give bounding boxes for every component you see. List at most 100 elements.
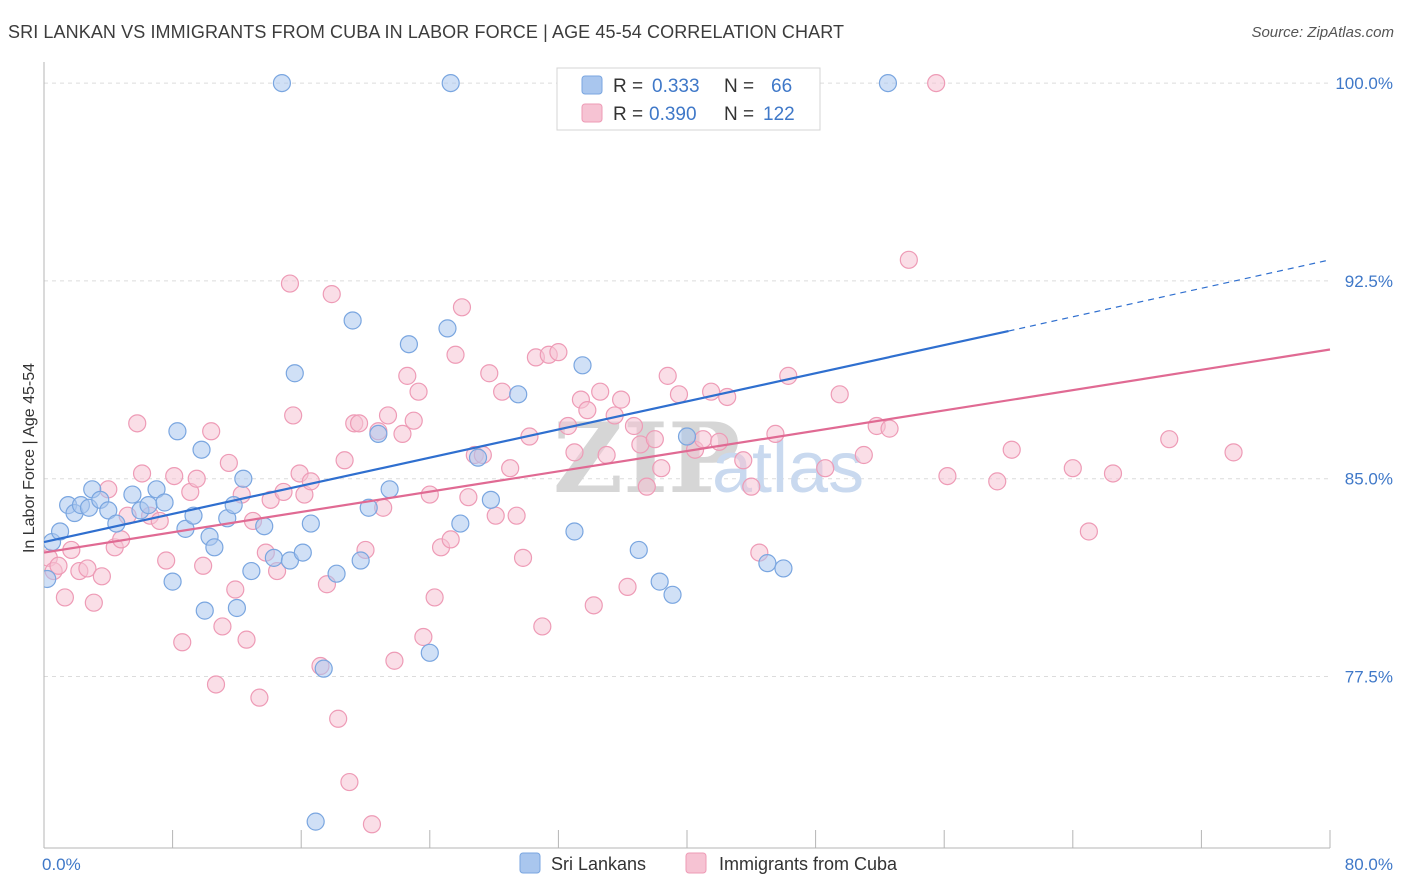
stats-n-label-2: N =	[724, 104, 754, 125]
point-cuba	[1224, 443, 1243, 462]
point-cuba	[816, 459, 835, 478]
point-sri-lankans	[369, 424, 388, 443]
point-cuba	[349, 414, 369, 433]
axes	[43, 62, 1331, 849]
point-cuba	[1002, 440, 1021, 459]
y-tick-label: 77.5%	[1345, 668, 1393, 687]
point-cuba	[250, 688, 269, 707]
point-cuba	[669, 385, 689, 404]
point-cuba	[830, 385, 849, 404]
point-cuba	[637, 477, 656, 496]
point-sri-lankans	[293, 543, 312, 562]
point-cuba	[645, 430, 664, 449]
point-cuba	[420, 485, 439, 504]
stats-r-value-1: 0.333	[652, 76, 700, 97]
point-cuba	[49, 556, 68, 575]
stats-r-value-2: 0.390	[649, 104, 697, 125]
point-sri-lankans	[147, 480, 166, 499]
point-cuba	[480, 364, 499, 383]
point-sri-lankans	[573, 356, 592, 375]
point-cuba	[652, 459, 671, 478]
point-cuba	[378, 406, 398, 425]
point-sri-lankans	[343, 311, 362, 330]
point-sri-lankans	[227, 598, 246, 618]
point-cuba	[597, 445, 616, 465]
stats-n-value-2: 122	[763, 104, 795, 125]
point-cuba	[1103, 464, 1123, 483]
stats-r-label-1: R =	[613, 76, 643, 97]
point-cuba	[459, 488, 478, 507]
chart-source: Source: ZipAtlas.com	[1251, 24, 1394, 41]
point-cuba	[280, 274, 300, 293]
point-cuba	[226, 580, 245, 599]
point-cuba	[362, 815, 382, 834]
point-sri-lankans	[139, 496, 158, 515]
point-cuba	[854, 445, 873, 465]
point-cuba	[880, 419, 899, 438]
point-cuba	[206, 675, 226, 694]
point-cuba	[938, 467, 957, 486]
stats-legend: R = 0.333 N = 66 R = 0.390 N = 122	[556, 67, 821, 131]
point-sri-lankans	[50, 522, 70, 541]
point-cuba	[591, 382, 610, 401]
point-sri-lankans	[192, 440, 211, 459]
point-cuba	[927, 74, 946, 93]
point-cuba	[202, 422, 221, 441]
point-cuba	[988, 472, 1007, 491]
point-cuba	[78, 559, 97, 578]
point-cuba	[213, 617, 232, 636]
legend-label-cuba: Immigrants from Cuba	[719, 854, 898, 874]
point-sri-lankans	[242, 561, 261, 581]
point-cuba	[446, 345, 465, 364]
trend-line-sri-lankans-extension	[1008, 259, 1331, 332]
point-cuba	[409, 382, 428, 401]
point-sri-lankans	[509, 385, 528, 404]
point-sri-lankans	[272, 74, 292, 93]
point-sri-lankans	[629, 540, 648, 560]
point-cuba	[611, 390, 631, 409]
point-sri-lankans	[123, 485, 142, 504]
trend-lines	[43, 259, 1331, 554]
point-sri-lankans	[481, 490, 500, 509]
point-cuba	[578, 401, 597, 420]
point-cuba	[734, 451, 753, 470]
point-cuba	[507, 506, 526, 525]
y-axis-label: In Labor Force | Age 45-54	[21, 363, 38, 553]
point-cuba	[322, 285, 341, 304]
trend-line-cuba	[43, 348, 1331, 554]
point-sri-lankans	[438, 319, 457, 338]
point-cuba	[404, 411, 423, 430]
point-sri-lankans	[327, 564, 346, 583]
point-sri-lankans	[468, 448, 488, 467]
point-cuba	[55, 588, 74, 607]
point-cuba	[132, 464, 152, 483]
chart-title: SRI LANKAN VS IMMIGRANTS FROM CUBA IN LA…	[8, 22, 845, 42]
point-sri-lankans	[301, 514, 320, 533]
point-cuba	[493, 382, 512, 401]
point-cuba	[533, 617, 552, 636]
point-sri-lankans	[677, 427, 697, 446]
point-sri-lankans	[420, 643, 439, 662]
stats-swatch-sri-lankans	[581, 75, 603, 95]
y-tick-label: 92.5%	[1345, 272, 1393, 291]
point-cuba	[742, 477, 761, 496]
point-sri-lankans	[306, 812, 325, 831]
point-sri-lankans	[107, 514, 126, 533]
point-sri-lankans	[155, 493, 174, 512]
point-cuba	[398, 366, 417, 385]
point-sri-lankans	[441, 74, 460, 93]
point-cuba	[165, 467, 184, 486]
legend-label-sri-lankans: Sri Lankans	[551, 854, 646, 874]
point-cuba	[618, 577, 637, 596]
point-cuba	[486, 506, 505, 525]
series-legend: Sri Lankans Immigrants from Cuba	[519, 852, 898, 874]
point-cuba	[658, 366, 677, 385]
point-sri-lankans	[163, 572, 182, 591]
point-cuba	[452, 298, 472, 317]
x-tick-label: 80.0%	[1345, 855, 1393, 874]
tick-labels: 100.0% 92.5% 85.0% 77.5% 0.0% 80.0%	[42, 74, 1393, 874]
point-cuba	[779, 366, 798, 385]
point-sri-lankans	[99, 501, 118, 520]
point-sri-lankans	[663, 585, 682, 604]
